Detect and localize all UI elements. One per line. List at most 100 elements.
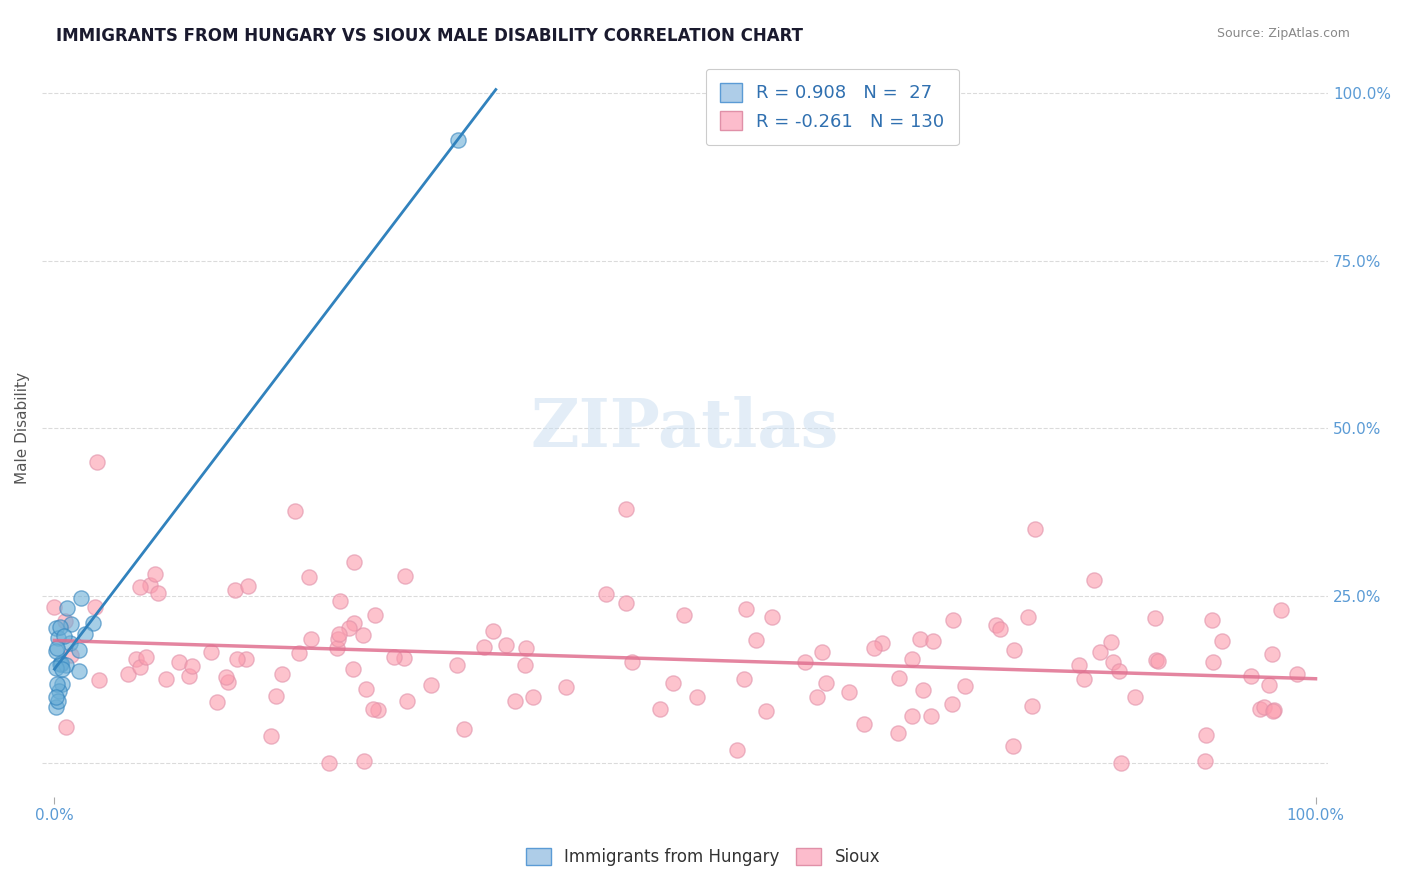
Point [863,641,886,656]
Point [328,627,350,641]
Point [45,643,67,657]
Point [481,624,503,638]
Point [59,636,82,650]
Point [46,631,69,645]
Point [1202,655,1225,669]
Point [733,673,755,687]
Point [224,583,246,598]
Point [942,613,965,627]
Point [453,722,475,736]
Point [382,650,405,665]
Point [662,675,685,690]
Point [522,690,544,704]
Point [901,709,924,723]
Point [49,657,72,672]
Point [177,668,200,682]
Point [648,702,671,716]
Point [672,608,695,623]
Point [811,645,834,659]
Point [270,667,292,681]
Text: ZIPatlas: ZIPatlas [531,396,839,460]
Point [554,680,576,694]
Point [45,621,67,635]
Point [395,694,418,708]
Point [167,655,190,669]
Point [55,615,77,629]
Point [49,620,72,634]
Point [70,591,93,606]
Point [51,657,73,671]
Point [352,628,374,642]
Point [806,690,828,704]
Point [1001,739,1024,753]
Point [67,643,90,657]
Point [235,652,257,666]
Point [727,743,749,757]
Point [887,671,910,685]
Point [117,666,139,681]
Point [1143,611,1166,625]
Point [260,730,283,744]
Point [45,677,67,691]
Point [419,678,441,692]
Point [44,600,66,615]
Y-axis label: Male Disability: Male Disability [15,372,30,484]
Point [299,632,322,646]
Point [264,690,287,704]
Point [503,694,526,708]
Point [87,673,110,687]
Point [353,754,375,768]
Point [920,709,942,723]
Point [205,695,228,709]
Point [1099,635,1122,649]
Point [392,651,415,665]
Point [45,700,67,714]
Point [1258,678,1281,692]
Point [1146,654,1168,668]
Point [513,657,536,672]
Point [337,621,360,635]
Point [794,656,817,670]
Point [1069,658,1091,673]
Point [155,672,177,686]
Point [318,756,340,771]
Point [46,641,69,656]
Point [908,632,931,646]
Point [988,623,1011,637]
Point [236,579,259,593]
Point [139,577,162,591]
Point [595,587,617,601]
Point [1253,700,1275,714]
Point [326,632,349,646]
Point [326,640,349,655]
Point [56,601,79,615]
Point [1211,633,1233,648]
Point [447,133,470,147]
Point [135,649,157,664]
Point [922,634,945,648]
Point [129,660,152,674]
Point [495,639,517,653]
Point [745,632,768,647]
Point [1285,666,1308,681]
Point [200,645,222,659]
Point [329,594,352,608]
Point [984,618,1007,632]
Point [363,702,385,716]
Point [354,681,377,696]
Point [55,658,77,673]
Point [1270,603,1292,617]
Point [1144,653,1167,667]
Point [1240,669,1263,683]
Point [226,652,249,666]
Point [82,615,104,630]
Point [55,720,77,734]
Point [515,641,537,656]
Point [953,680,976,694]
Point [900,652,922,666]
Point [815,675,838,690]
Point [284,504,307,518]
Point [941,697,963,711]
Point [1002,643,1025,657]
Point [86,455,108,469]
